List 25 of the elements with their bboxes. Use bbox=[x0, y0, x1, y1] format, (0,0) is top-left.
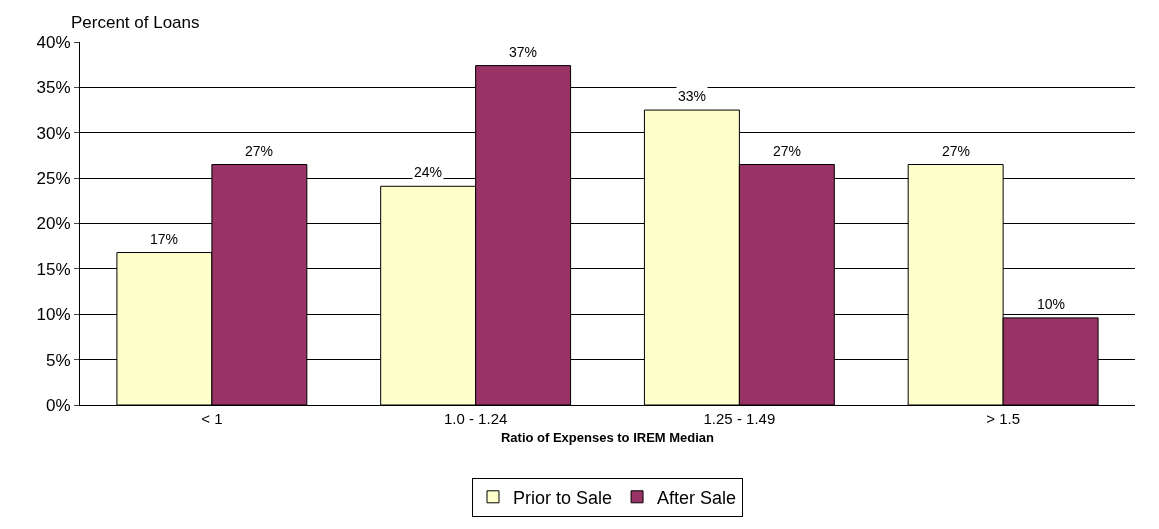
data-label: 24% bbox=[414, 164, 443, 180]
legend-label: Prior to Sale bbox=[513, 487, 613, 508]
y-tick-label: 40% bbox=[36, 32, 71, 52]
y-tick-label: 35% bbox=[36, 78, 71, 98]
y-tick-label: 10% bbox=[36, 305, 71, 325]
data-label: 33% bbox=[678, 88, 707, 104]
x-tick-label: > 1.5 bbox=[986, 410, 1021, 427]
data-label: 17% bbox=[150, 231, 179, 247]
x-axis-title: Ratio of Expenses to IREM Median bbox=[500, 429, 715, 445]
data-label: 27% bbox=[245, 143, 274, 159]
legend-label: After Sale bbox=[657, 487, 737, 508]
y-tick-label: 0% bbox=[46, 395, 71, 415]
data-label: 27% bbox=[942, 143, 971, 159]
y-tick-label: 25% bbox=[36, 169, 71, 189]
data-label: 37% bbox=[509, 44, 538, 60]
x-tick-label: < 1 bbox=[201, 410, 223, 427]
y-tick-label: 30% bbox=[36, 123, 71, 143]
y-axis-title: Percent of Loans bbox=[71, 13, 200, 32]
data-label: 10% bbox=[1037, 296, 1066, 312]
x-tick-label: 1.0 - 1.24 bbox=[443, 410, 508, 427]
y-tick-label: 15% bbox=[36, 259, 71, 279]
x-tick-label: 1.25 - 1.49 bbox=[703, 410, 776, 427]
data-label: 27% bbox=[773, 143, 802, 159]
y-tick-label: 5% bbox=[46, 350, 71, 370]
y-tick-label: 20% bbox=[36, 214, 71, 234]
